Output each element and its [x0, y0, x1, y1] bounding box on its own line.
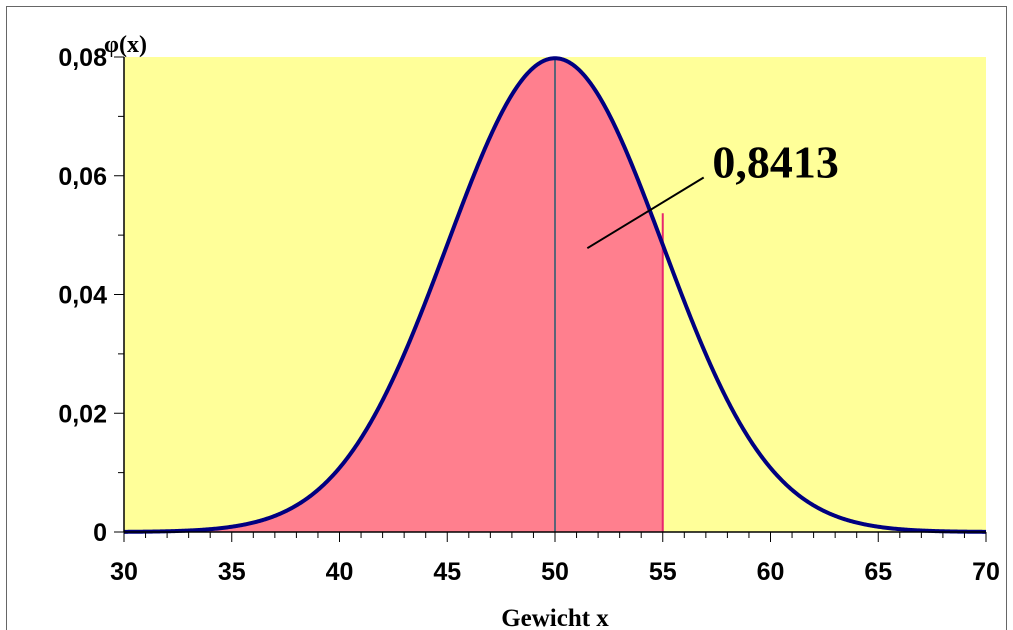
x-tick-label: 40: [326, 558, 354, 586]
x-tick-label: 35: [218, 558, 246, 586]
x-tick-label: 45: [433, 558, 461, 586]
x-tick-label: 55: [649, 558, 677, 586]
y-tick-label: 0,08: [58, 44, 107, 72]
x-tick-label: 65: [864, 558, 892, 586]
y-tick-label: 0,02: [58, 400, 107, 428]
y-axis-title: φ(x): [104, 32, 147, 58]
x-tick-label: 60: [757, 558, 785, 586]
y-tick-label: 0,06: [58, 163, 107, 191]
y-tick-label: 0,04: [58, 282, 107, 310]
shaded-probability-area: [124, 58, 663, 532]
x-tick-labels: 30 35 40 45 50 55 60 65 70: [110, 558, 1000, 586]
y-tick-label: 0: [93, 519, 107, 547]
axes: [114, 56, 987, 542]
x-tick-label: 70: [972, 558, 1000, 586]
annotation-leader-line: [586, 176, 705, 250]
x-tick-label: 50: [541, 558, 569, 586]
y-tick-labels: 0 0,02 0,04 0,06 0,08: [58, 44, 107, 547]
x-axis-title: Gewicht x: [501, 605, 609, 630]
density-curve: [123, 56, 987, 534]
probability-annotation: 0,8413: [712, 137, 839, 188]
x-tick-label: 30: [110, 558, 138, 586]
